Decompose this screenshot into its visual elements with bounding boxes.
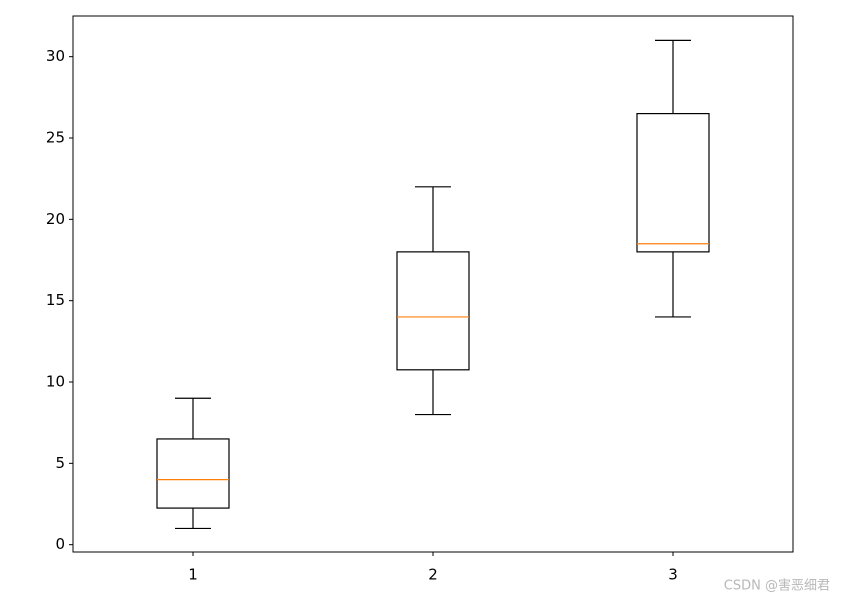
- x-tick-label: 2: [428, 566, 438, 584]
- y-tick-label: 10: [46, 373, 65, 391]
- plot-frame: [72, 15, 794, 553]
- y-tick-label: 0: [55, 535, 65, 553]
- y-tick-label: 25: [46, 129, 65, 147]
- x-tick-label: 1: [188, 566, 198, 584]
- box: [636, 113, 710, 253]
- watermark: CSDN @害恶细君: [724, 578, 830, 594]
- y-tick-label: 15: [46, 291, 65, 309]
- y-tick-label: 30: [46, 47, 65, 65]
- y-tick-label: 20: [46, 210, 65, 228]
- box: [156, 438, 230, 509]
- y-tick-label: 5: [55, 454, 65, 472]
- x-tick-label: 3: [668, 566, 678, 584]
- box: [396, 251, 470, 371]
